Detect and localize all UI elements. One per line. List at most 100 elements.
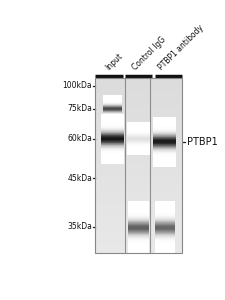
Bar	[154, 247, 174, 248]
Bar	[94, 78, 182, 253]
Bar	[128, 231, 148, 232]
Bar	[101, 142, 123, 143]
Bar	[154, 232, 174, 233]
Bar	[128, 218, 148, 219]
Bar	[94, 158, 182, 159]
Bar	[94, 230, 182, 231]
Bar	[94, 123, 182, 124]
Bar	[94, 228, 182, 229]
Bar	[153, 120, 176, 121]
Bar	[94, 121, 182, 122]
Bar	[94, 135, 182, 136]
Bar	[94, 82, 182, 83]
Bar	[128, 225, 148, 226]
Bar	[153, 135, 176, 136]
Bar	[94, 162, 182, 163]
Bar	[154, 254, 174, 255]
Bar	[128, 232, 148, 233]
Bar	[94, 215, 182, 216]
Bar	[101, 123, 123, 124]
Bar	[94, 139, 182, 140]
Bar	[94, 220, 182, 221]
Bar	[94, 102, 182, 103]
Bar	[154, 211, 174, 212]
Bar	[154, 206, 174, 207]
Bar	[101, 137, 123, 138]
Bar	[154, 205, 174, 206]
Bar	[128, 202, 148, 203]
Bar	[154, 222, 174, 223]
Bar	[154, 218, 174, 219]
Bar	[154, 249, 174, 250]
Bar	[153, 131, 176, 132]
Bar	[128, 250, 148, 251]
Bar	[128, 233, 148, 234]
Bar	[94, 196, 182, 197]
Bar	[101, 161, 123, 162]
Bar	[101, 138, 123, 139]
Bar	[128, 248, 148, 249]
Bar	[154, 231, 174, 232]
Bar	[94, 99, 182, 100]
Bar	[128, 212, 148, 213]
Bar	[154, 230, 174, 231]
Bar	[153, 122, 176, 123]
Bar	[153, 152, 176, 153]
Bar	[154, 235, 174, 236]
Bar	[94, 161, 182, 162]
Bar	[128, 229, 148, 230]
Bar	[94, 117, 182, 118]
Bar	[128, 243, 148, 244]
Bar	[94, 166, 182, 167]
Bar	[153, 129, 176, 130]
Bar	[94, 201, 182, 202]
Bar	[94, 221, 182, 222]
Bar	[154, 244, 174, 245]
Bar	[101, 124, 123, 125]
Bar	[101, 132, 123, 133]
Bar	[153, 160, 176, 161]
Bar	[94, 130, 182, 131]
Bar	[128, 202, 148, 203]
Bar	[94, 177, 182, 178]
Bar	[94, 108, 182, 109]
Bar	[101, 121, 123, 122]
Bar	[94, 128, 182, 129]
Bar	[94, 191, 182, 192]
Bar	[94, 188, 182, 189]
Bar	[94, 175, 182, 176]
Bar	[94, 164, 182, 165]
Bar	[153, 155, 176, 156]
Bar	[153, 161, 176, 162]
Bar	[153, 143, 176, 144]
Bar	[94, 107, 182, 108]
Bar	[153, 130, 176, 131]
Bar	[153, 136, 176, 137]
Bar	[154, 228, 174, 229]
Bar	[94, 242, 182, 243]
Bar	[153, 147, 176, 148]
Bar	[94, 193, 182, 194]
Bar	[94, 118, 182, 119]
Bar	[153, 149, 176, 150]
Bar	[94, 144, 182, 145]
Bar	[153, 124, 176, 125]
Bar	[128, 213, 148, 214]
Bar	[94, 165, 182, 166]
Bar	[154, 229, 174, 230]
Bar	[154, 241, 174, 242]
Bar	[154, 245, 174, 246]
Bar	[94, 146, 182, 147]
Bar	[153, 146, 176, 147]
Bar	[101, 135, 123, 136]
Bar	[153, 158, 176, 159]
Bar	[128, 219, 148, 220]
Bar	[154, 216, 174, 217]
Bar	[153, 117, 176, 118]
Bar	[94, 174, 182, 175]
Bar	[94, 98, 182, 99]
Bar	[94, 106, 182, 107]
Text: Input: Input	[104, 52, 124, 73]
Bar	[154, 242, 174, 243]
Bar	[128, 242, 148, 243]
